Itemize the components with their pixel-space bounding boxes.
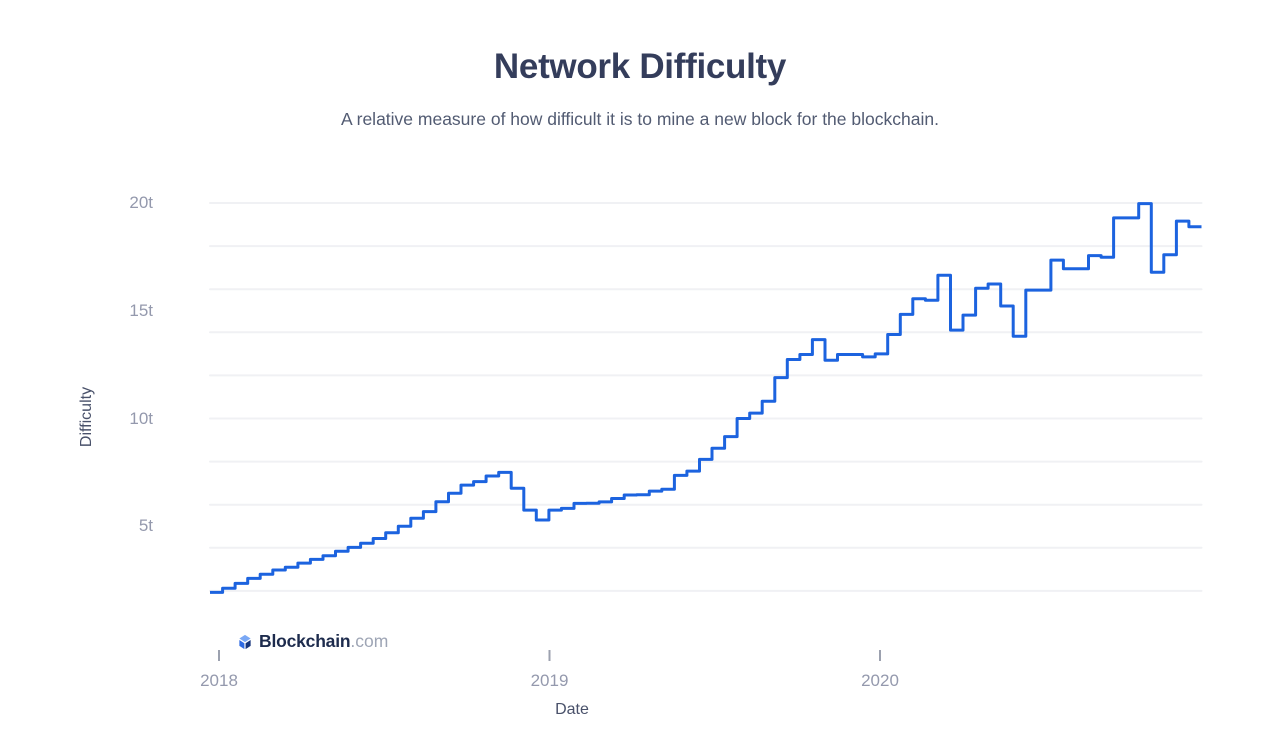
watermark-text: Blockchain.com	[259, 631, 388, 652]
y-tick-label-5t: 5t	[138, 516, 153, 536]
page-subtitle: A relative measure of how difficult it i…	[341, 109, 939, 129]
x-tick-label-2020: 2020	[861, 671, 899, 690]
y-tick-label-10t: 10t	[129, 408, 153, 428]
watermark-brand: Blockchain	[259, 631, 351, 651]
x-axis-title: Date	[555, 701, 589, 718]
y-axis-title: Difficulty	[78, 386, 95, 448]
y-tick-label-20t: 20t	[129, 193, 153, 212]
blockchain-watermark-link[interactable]: Blockchain.com	[236, 631, 388, 652]
x-tick-label-2019: 2019	[530, 671, 569, 690]
plot-hover-area[interactable]	[210, 195, 1202, 600]
gridlines	[209, 202, 1203, 592]
x-tick-label-2018: 2018	[200, 671, 238, 690]
x-axis-tick-marks	[218, 650, 881, 661]
watermark-suffix: .com	[350, 631, 389, 651]
page-title: Network Difficulty	[493, 47, 787, 86]
y-tick-label-15t: 15t	[129, 300, 153, 320]
difficulty-step-line	[210, 202, 1202, 594]
blockchain-logo-icon	[236, 633, 254, 651]
